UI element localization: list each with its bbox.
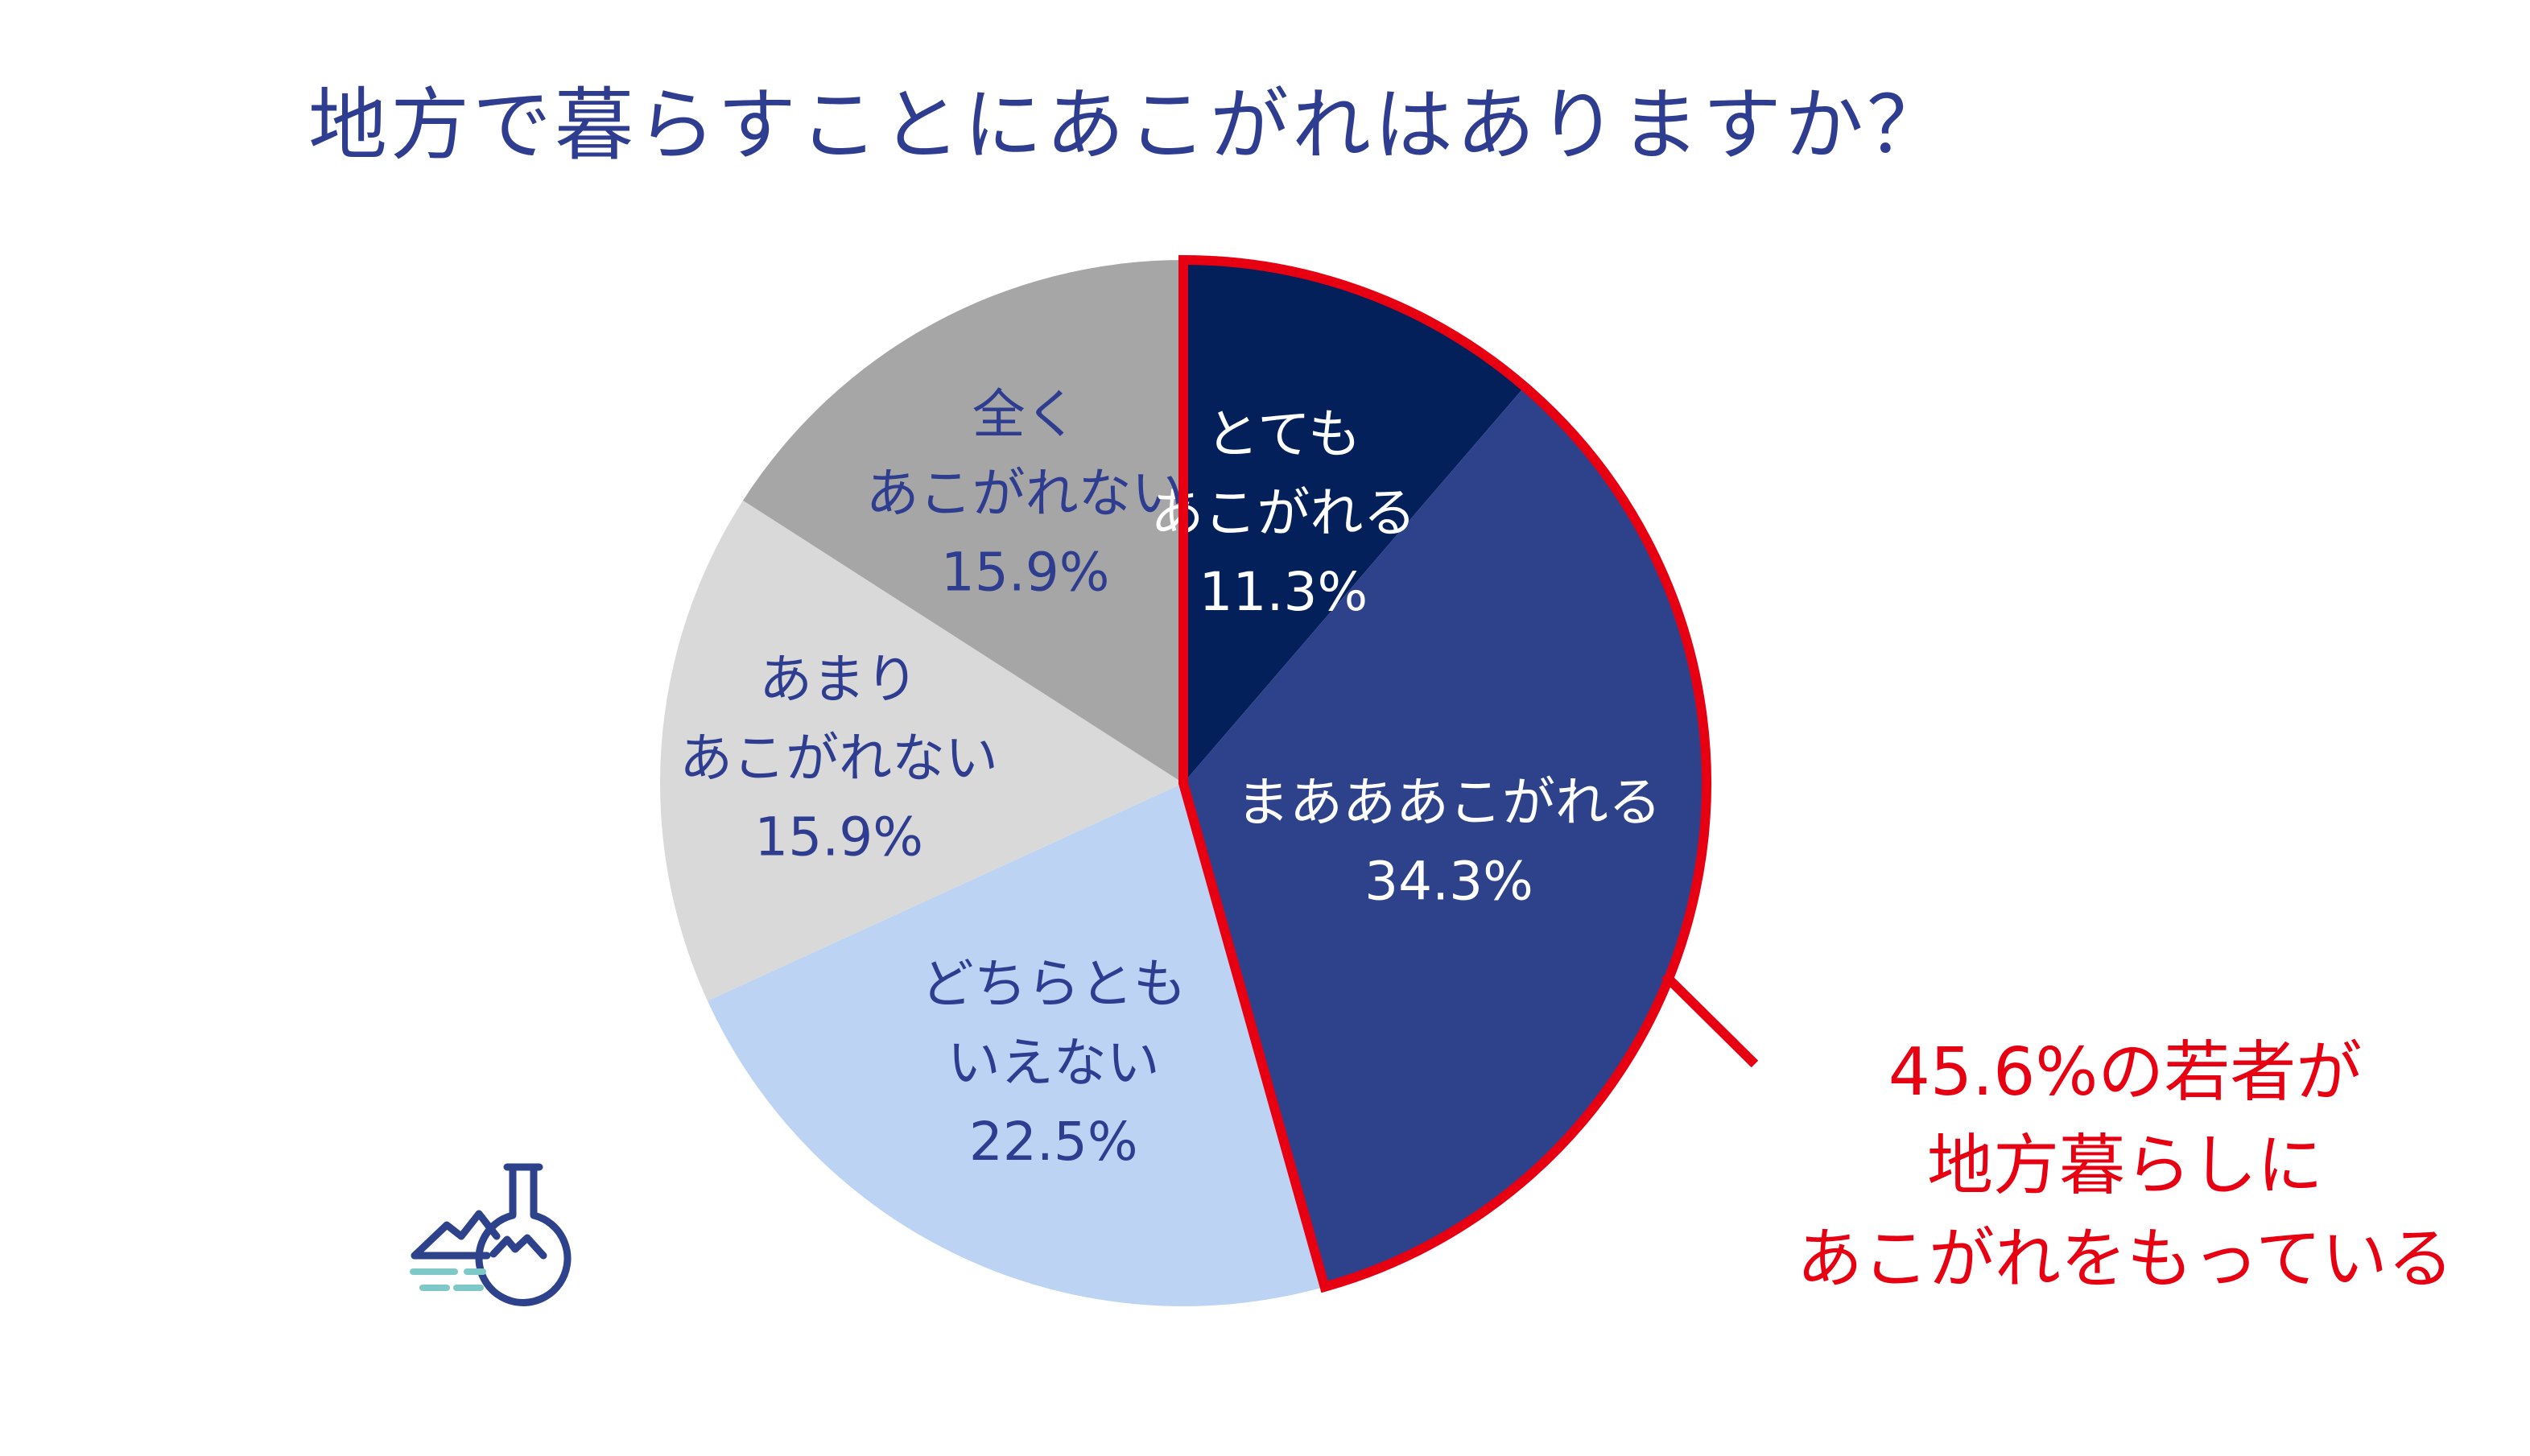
slice-value-label: 11.3% — [1199, 561, 1368, 623]
pie-slice — [660, 500, 1183, 1001]
callout-line: 地方暮らしに — [1926, 1128, 2323, 1204]
slice-value-label: 34.3% — [1364, 850, 1533, 912]
pie-slice — [1183, 260, 1525, 783]
slice-category-label: あこがれない — [679, 728, 998, 790]
slice-category-label: とても — [1206, 403, 1361, 465]
callout-leader-line — [1661, 971, 1759, 1068]
chart-title: 地方で暮らすことにあこがれはありますか？ — [308, 80, 1950, 171]
pie-slice — [707, 783, 1325, 1306]
slice-category-label: 全く — [972, 384, 1079, 446]
highlight-callout: 45.6%の若者が 地方暮らしに あこがれをもっている — [1723, 1026, 2528, 1306]
callout-line: あこがれをもっている — [1797, 1221, 2454, 1297]
callout-line: 45.6%の若者が — [1888, 1034, 2363, 1111]
highlight-outline-path — [1178, 254, 1711, 1293]
highlight-outline — [1178, 254, 1759, 1293]
slice-value-label: 15.9% — [941, 542, 1110, 604]
flask-landscape-logo-icon — [410, 1163, 572, 1306]
slice-category-label: あまり — [759, 649, 918, 711]
slice-value-label: 15.9% — [754, 806, 923, 868]
slice-category-label: あこがれない — [866, 463, 1185, 525]
slice-category-label: いえない — [947, 1032, 1160, 1094]
slice-category-label: あこがれる — [1150, 482, 1416, 544]
pie-slice — [743, 260, 1183, 783]
pie-slices — [660, 260, 1707, 1306]
slice-category-label: まあああこがれる — [1236, 771, 1661, 833]
pie-slice — [1183, 386, 1707, 1287]
slice-value-label: 22.5% — [969, 1111, 1138, 1173]
slice-category-label: どちらとも — [921, 953, 1187, 1015]
